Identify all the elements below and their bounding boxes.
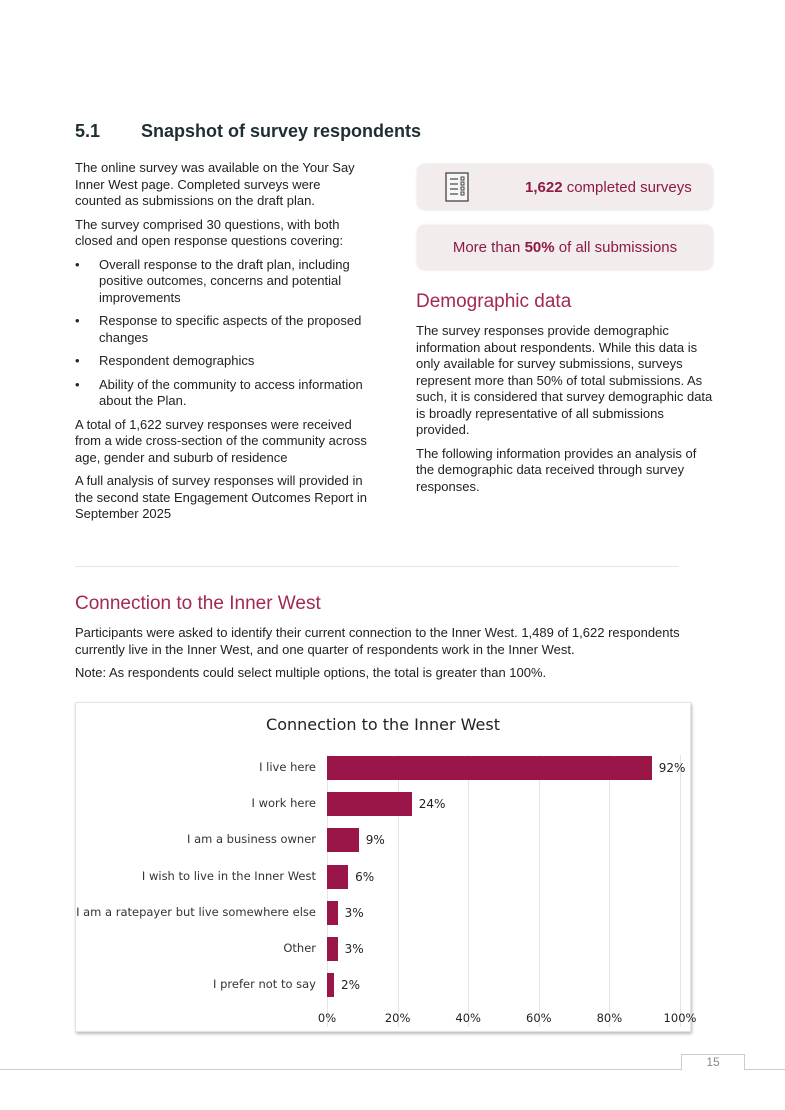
- connection-section: Connection to the Inner West Participant…: [75, 593, 715, 689]
- gridline: [327, 755, 328, 1027]
- category-label: I am a ratepayer but live somewhere else: [76, 904, 316, 919]
- questions-paragraph: The survey comprised 30 questions, with …: [75, 216, 344, 249]
- list-item: Response to specific aspects of the prop…: [75, 313, 367, 346]
- survey-checklist-icon: [445, 172, 469, 202]
- category-label: I wish to live in the Inner West: [141, 868, 316, 883]
- category-label: I am a business owner: [187, 832, 316, 847]
- data-label: 24%: [418, 797, 446, 812]
- x-tick-label: 60%: [526, 1011, 552, 1025]
- bar: [327, 828, 359, 853]
- category-label: I live here: [259, 760, 316, 774]
- bar: [327, 937, 338, 961]
- chart-title: Connection to the Inner West: [266, 715, 500, 734]
- data-label: 9%: [365, 833, 385, 848]
- category-label: Other: [283, 941, 316, 955]
- data-label: 92%: [658, 761, 686, 775]
- data-label: 2%: [341, 978, 361, 993]
- left-column: The online survey was available on the Y…: [75, 160, 367, 530]
- data-label: 6%: [355, 869, 375, 884]
- analysis-paragraph: A full analysis of survey responses will…: [75, 473, 367, 521]
- submissions-share-card: More than 50% of all submissions: [417, 225, 713, 270]
- gridline: [609, 755, 611, 1027]
- demographic-paragraph: The survey responses provide demographic…: [416, 323, 713, 437]
- data-label: 3%: [344, 942, 364, 956]
- demographic-section: Demographic data The survey responses pr…: [416, 291, 714, 502]
- x-tick-label: 20%: [384, 1011, 411, 1025]
- gridline: [397, 755, 399, 1027]
- bar: [327, 973, 335, 998]
- share-suffix: of all submissions: [554, 239, 678, 256]
- connection-chart: Connection to the Inner West 0% 20% 40% 60%…: [75, 702, 696, 1032]
- topics-list: Overall response to the draft plan, incl…: [75, 257, 367, 410]
- completed-surveys-card: 1,622 completed surveys: [417, 164, 713, 210]
- gridline: [680, 755, 681, 1027]
- footer-line: [0, 1069, 681, 1070]
- connection-paragraph: Participants were asked to identify thei…: [75, 625, 680, 657]
- category-label: I work here: [251, 796, 316, 811]
- list-item: Respondent demographics: [75, 353, 367, 370]
- list-item: Ability of the community to access infor…: [75, 377, 367, 410]
- bar: [327, 792, 412, 817]
- category-label: I prefer not to say: [213, 977, 316, 992]
- data-label: 3%: [344, 905, 364, 920]
- bar: [327, 864, 349, 889]
- page-number: 15: [681, 1054, 745, 1070]
- connection-note: Note: As respondents could select multip…: [75, 665, 547, 680]
- section-heading: 5.1 Snapshot of survey respondents: [75, 121, 422, 141]
- gridline: [538, 755, 540, 1027]
- share-prefix: More than: [452, 239, 525, 256]
- intro-paragraph: The online survey was available on the Y…: [75, 160, 355, 208]
- total-paragraph: A total of 1,622 survey responses were r…: [75, 416, 367, 465]
- footer-line: [744, 1069, 785, 1070]
- survey-count-label: completed surveys: [562, 178, 692, 196]
- gridline: [468, 755, 470, 1027]
- list-item: Overall response to the draft plan, incl…: [75, 257, 367, 307]
- survey-count: 1,622: [525, 178, 563, 196]
- x-tick-label: 0%: [317, 1011, 337, 1025]
- bar: [327, 900, 338, 925]
- connection-heading: Connection to the Inner West: [75, 593, 321, 614]
- divider: [75, 566, 679, 567]
- x-tick-label: 40%: [455, 1011, 481, 1025]
- x-tick-label: 80%: [596, 1011, 623, 1025]
- bar: [327, 756, 652, 780]
- demographic-paragraph-2: The following information provides an an…: [416, 445, 697, 494]
- share-value: 50%: [524, 239, 555, 256]
- x-tick-label: 100%: [663, 1011, 697, 1025]
- demographic-heading: Demographic data: [416, 291, 572, 312]
